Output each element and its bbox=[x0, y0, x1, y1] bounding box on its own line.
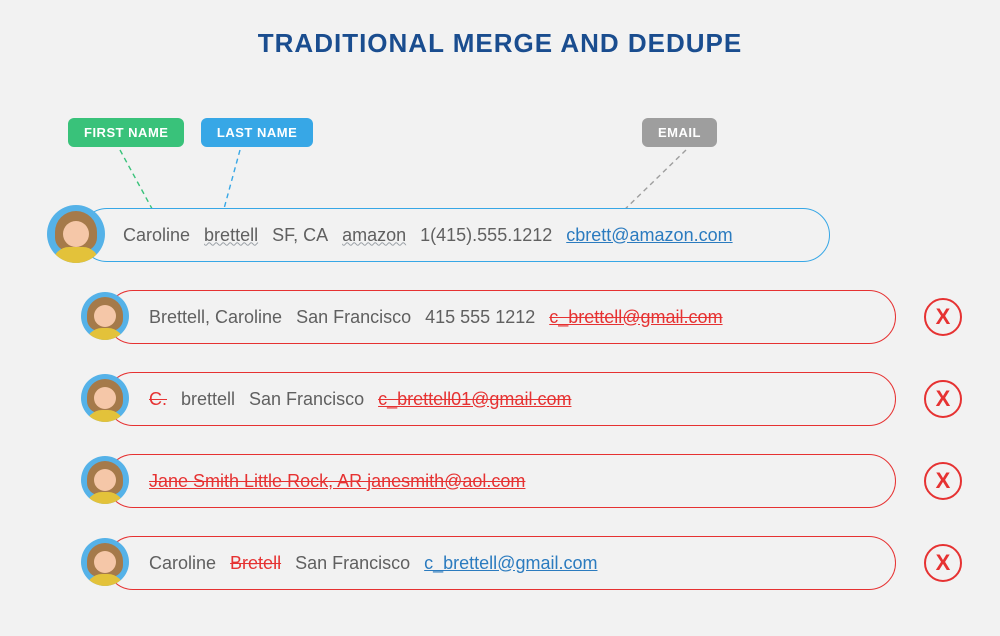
delete-button[interactable]: X bbox=[924, 462, 962, 500]
main-record-pill: Caroline brettell SF, CA amazon 1(415).5… bbox=[80, 208, 830, 262]
avatar-icon bbox=[81, 292, 129, 340]
tag-email: EMAIL bbox=[642, 118, 717, 147]
record-segment: brettell bbox=[181, 389, 249, 410]
avatar-icon bbox=[47, 205, 105, 263]
duplicate-pill: Brettell, CarolineSan Francisco415 555 1… bbox=[106, 290, 896, 344]
record-segment: c_brettell@gmail.com bbox=[549, 307, 736, 328]
record-segment: 415 555 1212 bbox=[425, 307, 549, 328]
duplicate-pill: CarolineBretellSan Franciscoc_brettell@g… bbox=[106, 536, 896, 590]
avatar-icon bbox=[81, 456, 129, 504]
records-container: Caroline brettell SF, CA amazon 1(415).5… bbox=[0, 208, 1000, 618]
main-company: amazon bbox=[342, 225, 420, 246]
main-first-name: Caroline bbox=[123, 225, 204, 246]
main-last-name: brettell bbox=[204, 225, 272, 246]
duplicate-row: Brettell, CarolineSan Francisco415 555 1… bbox=[0, 290, 1000, 344]
record-segment: Caroline bbox=[149, 553, 230, 574]
record-segment: San Francisco bbox=[295, 553, 424, 574]
tag-last-name: LAST NAME bbox=[201, 118, 313, 147]
avatar-icon bbox=[81, 374, 129, 422]
duplicate-row: CarolineBretellSan Franciscoc_brettell@g… bbox=[0, 536, 1000, 590]
main-phone: 1(415).555.1212 bbox=[420, 225, 566, 246]
record-segment: San Francisco bbox=[249, 389, 378, 410]
record-segment[interactable]: c_brettell@gmail.com bbox=[424, 553, 611, 574]
duplicate-row: C.brettellSan Franciscoc_brettell01@gmai… bbox=[0, 372, 1000, 426]
record-segment: Bretell bbox=[230, 553, 295, 574]
duplicate-pill: C.brettellSan Franciscoc_brettell01@gmai… bbox=[106, 372, 896, 426]
page-title: TRADITIONAL MERGE AND DEDUPE bbox=[0, 28, 1000, 59]
record-segment: Jane Smith Little Rock, AR janesmith@aol… bbox=[149, 471, 539, 492]
tag-first-name: FIRST NAME bbox=[68, 118, 184, 147]
record-segment: Brettell, Caroline bbox=[149, 307, 296, 328]
main-record-row: Caroline brettell SF, CA amazon 1(415).5… bbox=[0, 208, 1000, 262]
avatar-icon bbox=[81, 538, 129, 586]
delete-button[interactable]: X bbox=[924, 298, 962, 336]
record-segment: San Francisco bbox=[296, 307, 425, 328]
field-tags: FIRST NAME LAST NAME EMAIL bbox=[68, 118, 932, 147]
duplicate-pill: Jane Smith Little Rock, AR janesmith@aol… bbox=[106, 454, 896, 508]
duplicate-row: Jane Smith Little Rock, AR janesmith@aol… bbox=[0, 454, 1000, 508]
main-email[interactable]: cbrett@amazon.com bbox=[566, 225, 746, 246]
delete-button[interactable]: X bbox=[924, 380, 962, 418]
delete-button[interactable]: X bbox=[924, 544, 962, 582]
record-segment: c_brettell01@gmail.com bbox=[378, 389, 585, 410]
record-segment: C. bbox=[149, 389, 181, 410]
main-city: SF, CA bbox=[272, 225, 342, 246]
